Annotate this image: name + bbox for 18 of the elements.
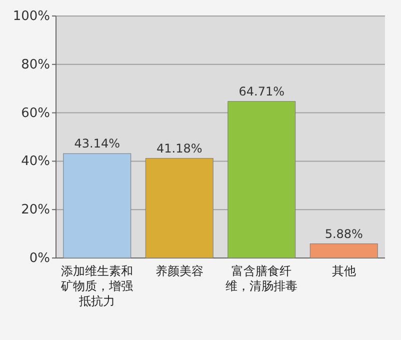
x-tick-label: 其他 — [332, 264, 356, 278]
data-label: 64.71% — [238, 84, 285, 98]
y-tick-label: 40% — [21, 154, 50, 170]
y-tick-label: 100% — [12, 9, 50, 24]
x-tick-label: 富含膳食纤维，清肠排毒 — [226, 264, 298, 293]
y-tick-label: 20% — [21, 202, 50, 218]
bar — [145, 158, 214, 258]
data-label: 5.88% — [324, 226, 363, 241]
y-tick-label: 80% — [21, 57, 50, 72]
y-tick-label: 0% — [29, 251, 50, 266]
data-label: 41.18% — [156, 141, 202, 156]
data-label: 43.14% — [74, 136, 120, 151]
bar — [63, 153, 132, 258]
x-tick-label: 养颜美容 — [155, 264, 204, 278]
bar — [310, 244, 378, 258]
bar — [228, 101, 296, 258]
y-tick-label: 60% — [21, 106, 50, 121]
x-tick-label: 添加维生素和矿物质，增强抵抗力 — [60, 264, 134, 308]
